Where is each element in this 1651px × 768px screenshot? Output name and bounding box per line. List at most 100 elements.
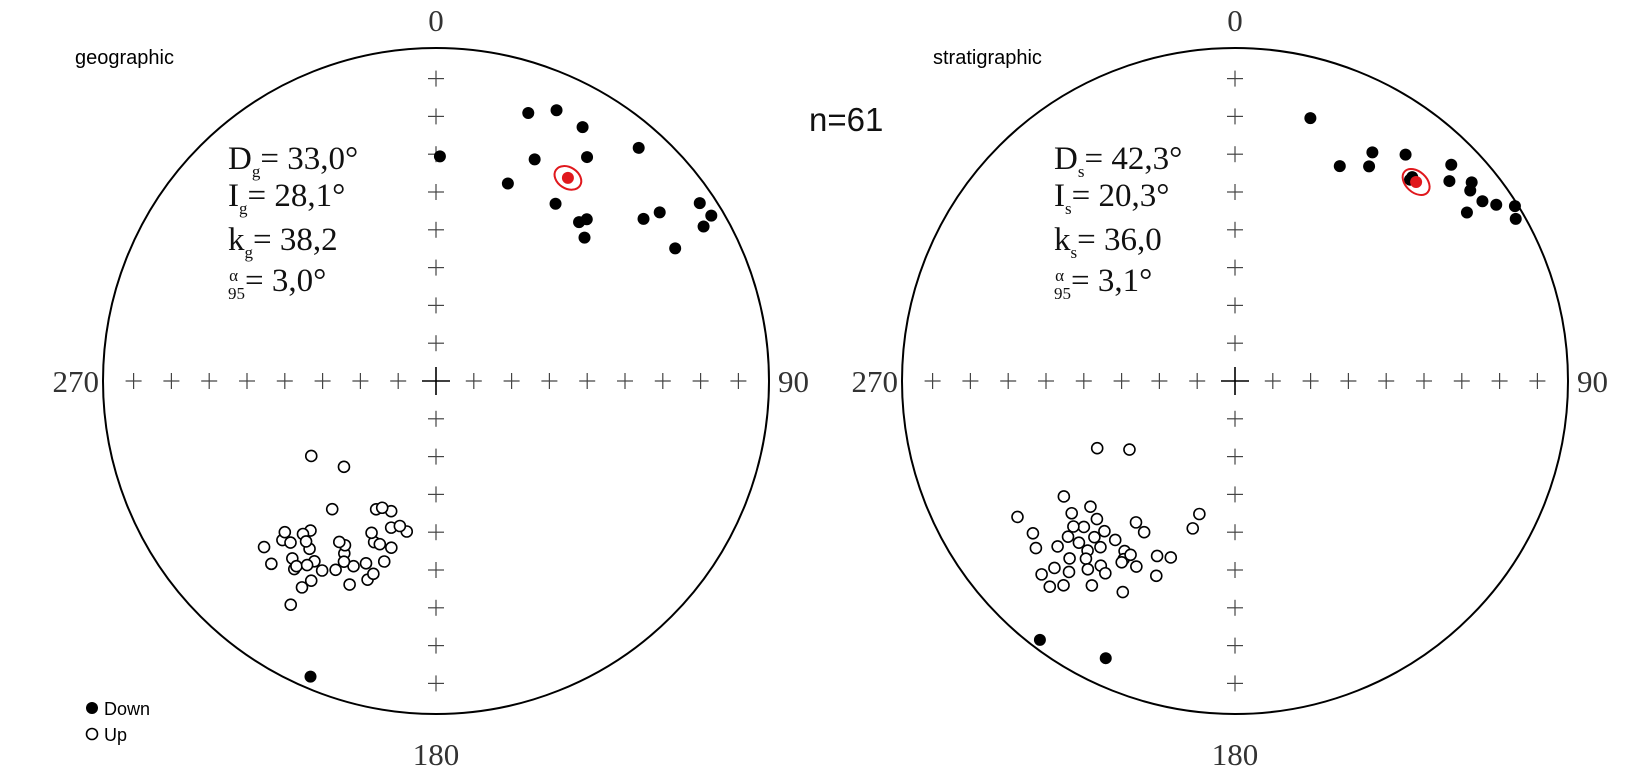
east-label: 90 [778,364,809,399]
down-point [653,206,666,219]
stat-declination: Dg= 33,0° [228,141,358,181]
up-point [1115,556,1129,569]
mean-point [1410,175,1423,188]
up-point [367,567,380,581]
up-point [1063,552,1076,565]
up-point [337,555,351,568]
up-point [304,574,318,587]
stats-block: Ds= 42,3° Is= 20,3° ks= 36,0 α 95= 3,1° [1054,141,1182,303]
north-label: 0 [1227,3,1243,38]
up-point [1164,551,1178,564]
up-point [1098,524,1111,538]
south-label: 180 [1212,737,1259,768]
down-point [1509,212,1522,225]
data-points [257,104,718,683]
stat-k: ks= 36,0 [1054,222,1162,262]
stat-k: kg= 38,2 [228,222,338,262]
up-point [1079,552,1093,565]
down-point [632,141,645,154]
up-point [1026,526,1040,540]
up-point [1029,541,1043,555]
up-point [1011,510,1024,524]
down-point [1033,633,1046,646]
down-point [637,212,650,225]
up-point [1062,565,1076,579]
down-point [693,197,706,210]
grid-ticks [125,70,747,692]
a95-confidence-ellipse [553,165,583,191]
down-point [697,220,710,233]
primitive-circle [102,47,770,715]
up-point [377,555,391,568]
down-point [1490,198,1503,211]
up-point [1065,506,1078,520]
up-point [365,526,378,540]
up-point [1067,520,1080,533]
stat-inclination: Ig= 28,1° [228,178,345,218]
stat-a95: α 95= 3,0° [228,263,326,303]
down-point [1464,184,1477,197]
sample-count-label: n=61 [809,101,883,138]
east-label: 90 [1577,364,1608,399]
panel-title: geographic [75,47,174,69]
down-point [1476,195,1489,208]
down-point [549,197,562,210]
grid-ticks [924,70,1546,692]
up-point [257,540,271,554]
legend-down-marker [86,702,98,714]
down-point [1366,146,1379,159]
up-point [1123,443,1136,456]
down-point [1443,175,1456,188]
up-point [1090,512,1104,526]
up-point [1043,580,1057,594]
up-point [1035,568,1048,581]
mean-direction [553,165,583,191]
stat-inclination: Is= 20,3° [1054,178,1169,218]
down-point [501,177,514,190]
up-point [284,536,297,549]
a95-confidence-ellipse [1401,167,1431,196]
down-point [433,150,446,163]
up-point [284,598,298,612]
up-point [295,581,309,594]
up-point [1057,579,1070,592]
stereonet-stratigraphic: 0 180 270 90 stratigraphic Ds= 42,3° Is=… [852,3,1609,768]
up-point [1137,525,1151,539]
up-point [300,558,314,572]
west-label: 270 [852,364,899,399]
up-point [337,460,351,474]
down-point [1333,160,1346,173]
up-point [325,502,339,516]
up-point [1193,507,1206,521]
down-point [669,242,682,255]
down-point [550,104,563,117]
west-label: 270 [53,364,100,399]
up-point [393,519,407,533]
up-point [1124,548,1137,562]
stat-declination: Ds= 42,3° [1054,141,1182,181]
up-point [332,535,346,549]
primitive-circle [901,47,1569,715]
up-point [1129,516,1143,529]
up-point [329,563,342,577]
up-point [1072,536,1086,549]
legend: Down Up [85,699,150,745]
up-point [1186,522,1200,535]
down-point [1304,112,1317,125]
up-point [373,537,387,551]
up-point [1108,533,1122,547]
up-point [1081,563,1095,576]
up-point [1085,579,1099,592]
down-point [304,670,317,683]
down-point [1399,148,1412,161]
up-point [1084,500,1097,513]
up-point [385,541,398,555]
down-point [580,213,593,226]
mean-point [561,171,574,184]
up-point [1130,560,1143,573]
up-point [1090,441,1104,455]
up-point [265,557,278,571]
up-point [1051,540,1064,553]
up-point [1116,585,1130,599]
